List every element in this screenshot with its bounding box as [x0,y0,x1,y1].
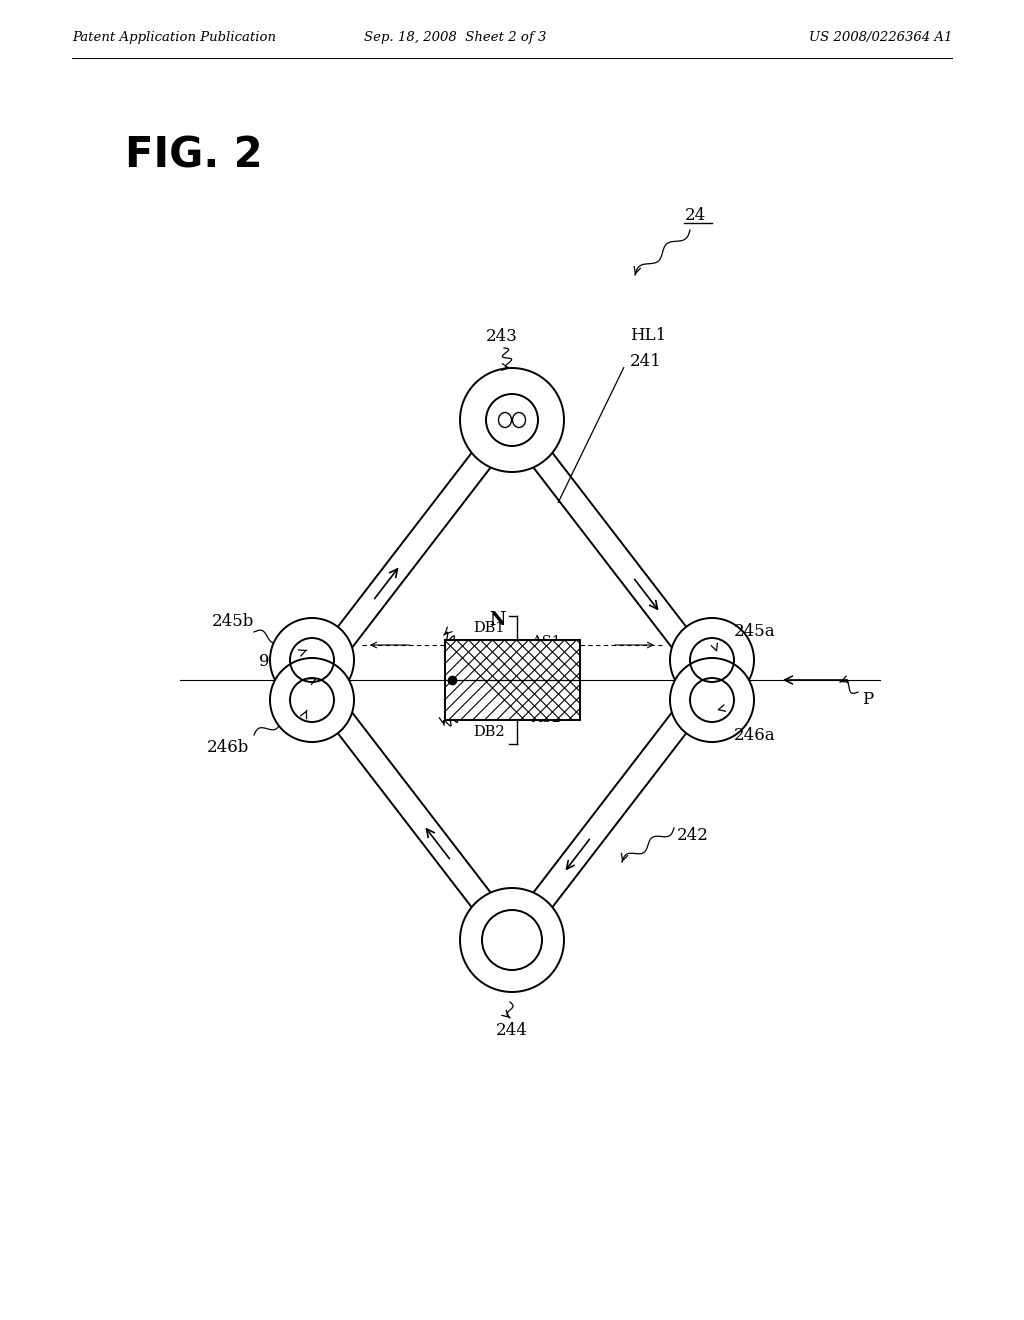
Text: 243: 243 [486,327,518,345]
Text: DB2: DB2 [473,725,505,739]
Text: HL1: HL1 [630,326,667,343]
Text: FIG. 2: FIG. 2 [125,135,262,176]
Ellipse shape [670,618,754,702]
Text: Patent Application Publication: Patent Application Publication [72,32,276,45]
Text: N: N [488,611,505,630]
Text: 246b: 246b [207,739,250,756]
Text: SB1: SB1 [475,648,505,663]
Ellipse shape [460,368,564,473]
Text: 242: 242 [677,826,709,843]
Text: AS1: AS1 [531,635,561,648]
Text: P: P [862,692,873,709]
Text: 246a: 246a [734,726,775,743]
Text: US 2008/0226364 A1: US 2008/0226364 A1 [809,32,952,45]
Text: 245a: 245a [734,623,775,640]
Ellipse shape [670,657,754,742]
Text: 9: 9 [259,653,270,671]
Text: 245b: 245b [212,614,254,631]
Text: 244: 244 [496,1022,528,1039]
Text: SB2: SB2 [475,698,505,711]
Ellipse shape [460,888,564,993]
Ellipse shape [270,657,354,742]
Text: DB1: DB1 [473,620,505,635]
Text: 24: 24 [685,206,707,223]
Bar [444,640,580,719]
Ellipse shape [270,618,354,702]
Polygon shape [444,640,580,719]
Ellipse shape [486,393,538,446]
Text: AS2: AS2 [531,711,561,726]
Bar [444,640,580,719]
Text: Sep. 18, 2008  Sheet 2 of 3: Sep. 18, 2008 Sheet 2 of 3 [364,32,546,45]
Text: 241: 241 [630,354,662,371]
